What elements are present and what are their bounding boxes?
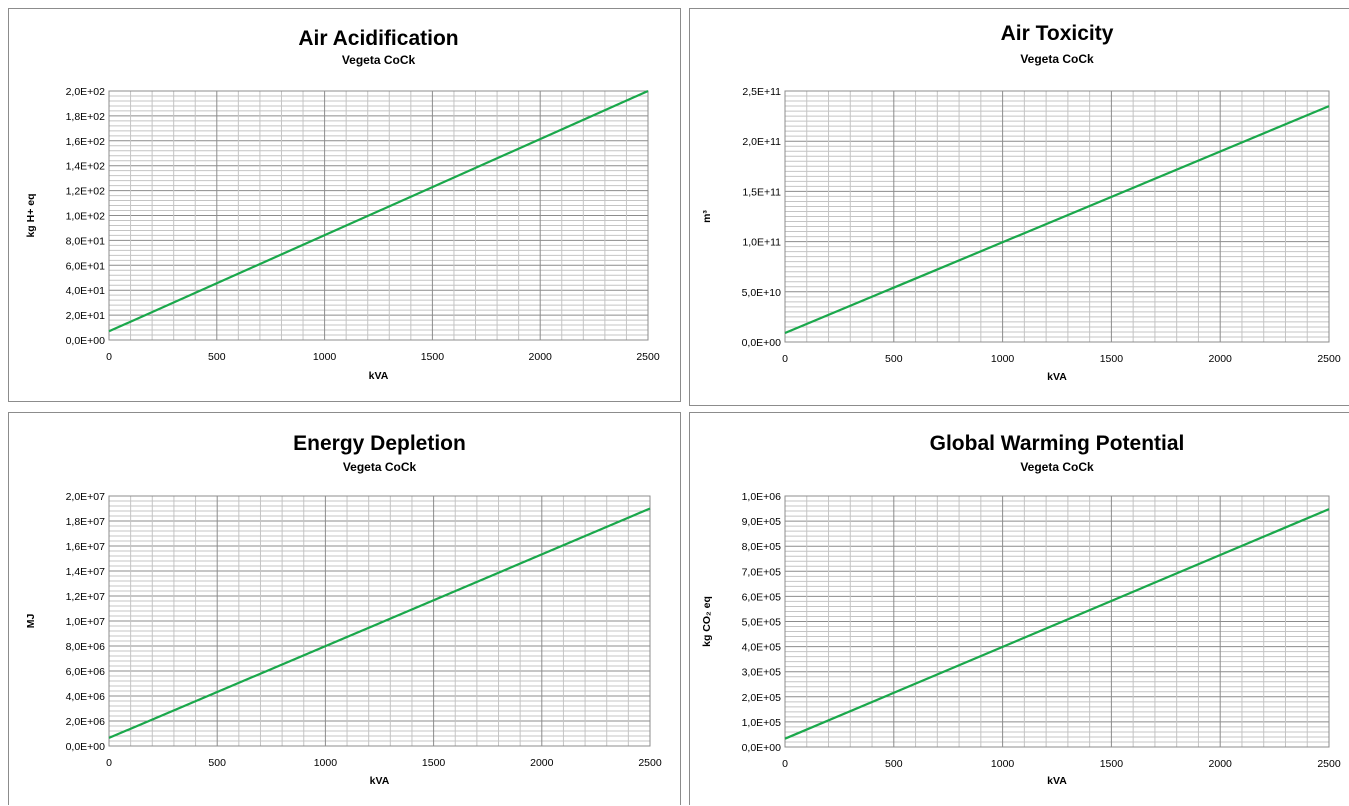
series-line — [108, 507, 651, 739]
x-tick-label: 2000 — [1209, 353, 1233, 365]
y-tick-label: 4,0E+01 — [66, 285, 106, 297]
chart-title: Global Warming Potential — [930, 432, 1185, 455]
y-axis-label: MJ — [25, 614, 37, 629]
y-tick-label: 2,0E+02 — [66, 86, 106, 98]
y-tick-label: 1,2E+02 — [66, 186, 106, 198]
chart-panel-air-toxicity: Air Toxicity Vegeta CoCk 0,0E+00 5,0E+10 1,0… — [689, 8, 1349, 406]
y-tick-label: 7,0E+05 — [742, 566, 782, 578]
x-tick-label: 1500 — [1100, 353, 1124, 365]
y-tick-label: 5,0E+05 — [742, 617, 782, 629]
y-tick-label: 4,0E+06 — [66, 691, 106, 703]
y-tick-label: 1,4E+07 — [66, 566, 106, 578]
chart-title: Energy Depletion — [293, 432, 466, 455]
chart-title: Air Toxicity — [1001, 22, 1114, 45]
x-tick-label: 1500 — [422, 757, 446, 769]
x-tick-label: 1000 — [314, 757, 338, 769]
y-tick-label: 1,2E+07 — [66, 591, 106, 603]
chart-svg: Global Warming Potential Vegeta CoCk 0,0E+… — [701, 432, 1341, 787]
y-tick-label: 1,0E+05 — [742, 717, 782, 729]
y-tick-label: 2,0E+11 — [742, 136, 781, 148]
y-tick-label: 8,0E+06 — [66, 641, 106, 653]
y-tick-label: 5,0E+10 — [742, 287, 782, 299]
y-tick-label: 1,0E+06 — [742, 491, 782, 503]
chart-svg: Air Toxicity Vegeta CoCk 0,0E+00 5,0E+10 1,0… — [701, 22, 1341, 383]
y-tick-label: 6,0E+05 — [742, 591, 782, 603]
x-tick-label: 1000 — [313, 351, 337, 363]
y-tick-label: 0,0E+00 — [66, 335, 106, 347]
x-axis-label: kVA — [370, 775, 390, 787]
y-tick-label: 1,4E+02 — [66, 161, 106, 173]
x-tick-label: 2500 — [1317, 758, 1341, 770]
y-tick-label: 9,0E+05 — [742, 516, 782, 528]
x-axis-label: kVA — [369, 370, 389, 382]
series-line — [784, 508, 1330, 740]
chart-panel-air-acidification: Air Acidification Vegeta CoCk 0,0E+00 2,0E+… — [8, 8, 681, 402]
series-line — [784, 105, 1330, 335]
y-tick-label: 6,0E+06 — [66, 666, 106, 678]
y-tick-label: 0,0E+00 — [66, 741, 106, 753]
x-tick-label: 0 — [106, 757, 112, 769]
series-line — [108, 89, 649, 333]
x-tick-label: 0 — [782, 353, 788, 365]
chart-subtitle: Vegeta CoCk — [343, 460, 417, 474]
y-tick-label: 6,0E+01 — [66, 260, 106, 272]
y-tick-label: 1,8E+02 — [66, 111, 106, 123]
y-tick-label: 1,6E+07 — [66, 541, 106, 553]
y-tick-label: 1,5E+11 — [742, 186, 781, 198]
x-tick-label: 2500 — [1317, 353, 1341, 365]
gridlines — [784, 90, 1330, 343]
y-tick-label: 8,0E+01 — [66, 235, 106, 247]
x-tick-label: 1500 — [421, 351, 445, 363]
chart-svg: Energy Depletion Vegeta CoCk 0,0E+00 2,0E+0… — [25, 432, 662, 787]
chart-title: Air Acidification — [298, 27, 458, 50]
x-tick-label: 1000 — [991, 353, 1015, 365]
chart-subtitle: Vegeta CoCk — [1020, 460, 1094, 474]
plot-area-border — [784, 90, 1330, 343]
plot-area-border — [108, 90, 649, 341]
x-tick-label: 0 — [106, 351, 112, 363]
y-tick-label: 2,5E+11 — [742, 86, 781, 98]
gridlines — [108, 90, 649, 341]
x-tick-label: 2000 — [530, 757, 554, 769]
chart-svg: Air Acidification Vegeta CoCk 0,0E+00 2,0E+… — [25, 27, 660, 382]
plot-area-border — [784, 495, 1330, 748]
y-tick-label: 2,0E+07 — [66, 491, 106, 503]
y-axis-label: kg CO₂ eq — [701, 596, 713, 647]
y-tick-label: 8,0E+05 — [742, 541, 782, 553]
x-tick-label: 500 — [885, 353, 903, 365]
y-tick-label: 0,0E+00 — [742, 742, 782, 754]
y-tick-label: 1,0E+02 — [66, 211, 106, 223]
y-tick-label: 1,8E+07 — [66, 516, 106, 528]
x-tick-label: 2000 — [529, 351, 553, 363]
y-tick-label: 2,0E+01 — [66, 310, 106, 322]
y-tick-label: 2,0E+05 — [742, 692, 782, 704]
x-tick-label: 0 — [782, 758, 788, 770]
x-axis-label: kVA — [1047, 775, 1067, 787]
x-tick-label: 1500 — [1100, 758, 1124, 770]
y-axis-label: m³ — [701, 210, 713, 223]
x-tick-label: 2500 — [638, 757, 662, 769]
plot-area-border — [108, 495, 651, 747]
x-tick-label: 1000 — [991, 758, 1015, 770]
x-tick-label: 500 — [208, 757, 226, 769]
y-tick-label: 4,0E+05 — [742, 642, 782, 654]
x-tick-label: 2000 — [1209, 758, 1233, 770]
gridlines — [784, 495, 1330, 748]
chart-panel-energy-depletion: Energy Depletion Vegeta CoCk 0,0E+00 2,0E+0… — [8, 412, 681, 805]
y-tick-label: 1,0E+07 — [66, 616, 106, 628]
chart-subtitle: Vegeta CoCk — [1020, 52, 1094, 66]
chart-panel-global-warming-potential: Global Warming Potential Vegeta CoCk 0,0E+… — [689, 412, 1349, 805]
y-tick-label: 1,6E+02 — [66, 136, 106, 148]
gridlines — [108, 495, 651, 747]
y-axis-label: kg H+ eq — [25, 193, 37, 237]
y-tick-label: 3,0E+05 — [742, 667, 782, 679]
x-tick-label: 500 — [208, 351, 226, 363]
x-axis-label: kVA — [1047, 371, 1067, 383]
y-tick-label: 1,0E+11 — [742, 237, 781, 249]
x-tick-label: 500 — [885, 758, 903, 770]
x-tick-label: 2500 — [636, 351, 660, 363]
chart-subtitle: Vegeta CoCk — [342, 53, 416, 67]
y-tick-label: 0,0E+00 — [742, 337, 782, 349]
y-tick-label: 2,0E+06 — [66, 716, 106, 728]
